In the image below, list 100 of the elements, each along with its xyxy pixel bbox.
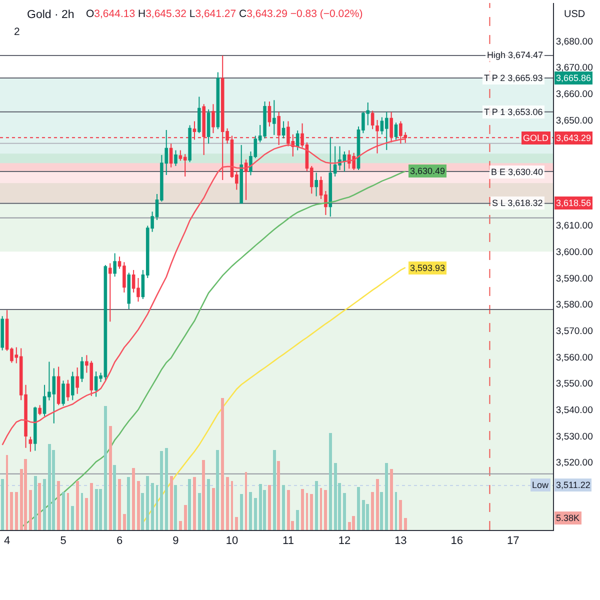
- band-label: 3,618.56: [556, 198, 592, 208]
- bar: [15, 492, 18, 530]
- candlestick: [70, 371, 74, 401]
- bar: [357, 487, 360, 530]
- line-series: [2, 138, 406, 446]
- bar: [268, 485, 271, 530]
- data-label: 3,630.49: [410, 166, 446, 176]
- candlestick: [394, 122, 398, 140]
- bar: [240, 494, 243, 530]
- x-tick-label: 6: [116, 535, 123, 548]
- bar: [188, 479, 191, 530]
- y-tick-label: 3,550.00: [556, 378, 593, 390]
- bar: [184, 505, 187, 530]
- y-tick-label: 3,530.00: [556, 431, 593, 442]
- x-tick-label: 9: [172, 535, 179, 548]
- candlestick: [282, 120, 286, 139]
- candlestick: [0, 316, 4, 351]
- bar: [179, 521, 182, 530]
- bar: [43, 479, 46, 530]
- y-tick-label: 3,540.00: [556, 404, 593, 416]
- ref-line-label: T P 1 3,653.06: [484, 107, 543, 117]
- bar: [385, 463, 388, 530]
- y-tick-label: 3,670.00: [556, 62, 593, 74]
- line-series: [20, 170, 406, 528]
- bar: [249, 492, 252, 530]
- bar: [366, 504, 369, 530]
- x-tick-label: 12: [338, 535, 351, 548]
- candlestick: [174, 150, 178, 167]
- candlestick: [206, 108, 210, 144]
- bar: [127, 477, 130, 530]
- candlestick: [66, 379, 70, 402]
- bar: [273, 450, 276, 530]
- bar: [226, 477, 229, 530]
- bar: [104, 406, 107, 530]
- ref-line-label: GOLD 3,643.29: [523, 133, 592, 143]
- bar: [34, 476, 37, 530]
- ref-line-label: T P 2 3,665.93: [484, 73, 543, 83]
- candlestick: [244, 158, 248, 200]
- candlestick: [272, 100, 276, 136]
- bar: [90, 483, 93, 530]
- bar: [146, 476, 149, 530]
- y-tick-label: 3,600.00: [556, 246, 593, 258]
- candlestick: [370, 110, 374, 130]
- bar: [404, 518, 407, 530]
- bar: [296, 510, 299, 530]
- bar: [334, 463, 337, 530]
- y-tick-label: 3,680.00: [556, 36, 593, 48]
- bar: [320, 488, 322, 530]
- candlestick: [169, 143, 173, 168]
- y-tick-label: 3,660.00: [556, 88, 593, 100]
- candlestick: [183, 154, 187, 178]
- bar: [38, 483, 41, 530]
- bar: [109, 426, 112, 530]
- text: Gold · 2h: [27, 9, 74, 22]
- bar: [160, 451, 163, 530]
- band-label: 3,665.86: [556, 73, 592, 83]
- bar: [231, 481, 233, 530]
- candlestick: [38, 404, 42, 416]
- candlestick: [28, 436, 32, 452]
- bar: [390, 469, 393, 530]
- candlestick: [240, 144, 243, 204]
- bar: [113, 465, 116, 530]
- bar: [151, 483, 154, 530]
- x-tick-label: 4: [4, 535, 10, 548]
- bar: [198, 493, 201, 530]
- bar: [324, 490, 327, 530]
- bar: [95, 489, 98, 530]
- bar: [221, 398, 224, 530]
- bar: [1, 479, 4, 530]
- bar: [259, 484, 262, 530]
- candlestick: [216, 72, 220, 130]
- candlestick: [34, 406, 37, 452]
- bar: [62, 492, 65, 530]
- x-tick-label: 11: [282, 535, 294, 548]
- bar: [165, 448, 168, 530]
- bar: [76, 481, 79, 530]
- bar: [123, 514, 126, 530]
- bar: [202, 460, 205, 530]
- candlestick: [108, 262, 112, 322]
- bar: [315, 481, 318, 530]
- data-label: 3,593.93: [410, 263, 446, 273]
- y-axis-title: USD: [564, 9, 586, 20]
- bar: [371, 492, 374, 530]
- bar: [29, 490, 32, 530]
- candlestick: [212, 104, 215, 134]
- bar: [235, 517, 238, 530]
- bar: [118, 479, 121, 530]
- bar: [10, 492, 13, 530]
- x-tick-label: 16: [450, 535, 464, 548]
- bar: [71, 506, 74, 530]
- bar: [24, 459, 27, 530]
- ref-line-label: S L 3,618.32: [492, 198, 543, 208]
- text: 5.38K: [556, 513, 580, 523]
- candlestick: [188, 124, 192, 163]
- bar: [6, 455, 8, 530]
- candlestick: [80, 356, 84, 382]
- candlestick: [328, 136, 332, 218]
- text: O3,644.13 H3,645.32 L3,641.27 C3,643.29 −0.83 (−0.02%): [86, 8, 363, 20]
- y-tick-label: 3,610.00: [556, 220, 593, 232]
- bar: [277, 461, 280, 530]
